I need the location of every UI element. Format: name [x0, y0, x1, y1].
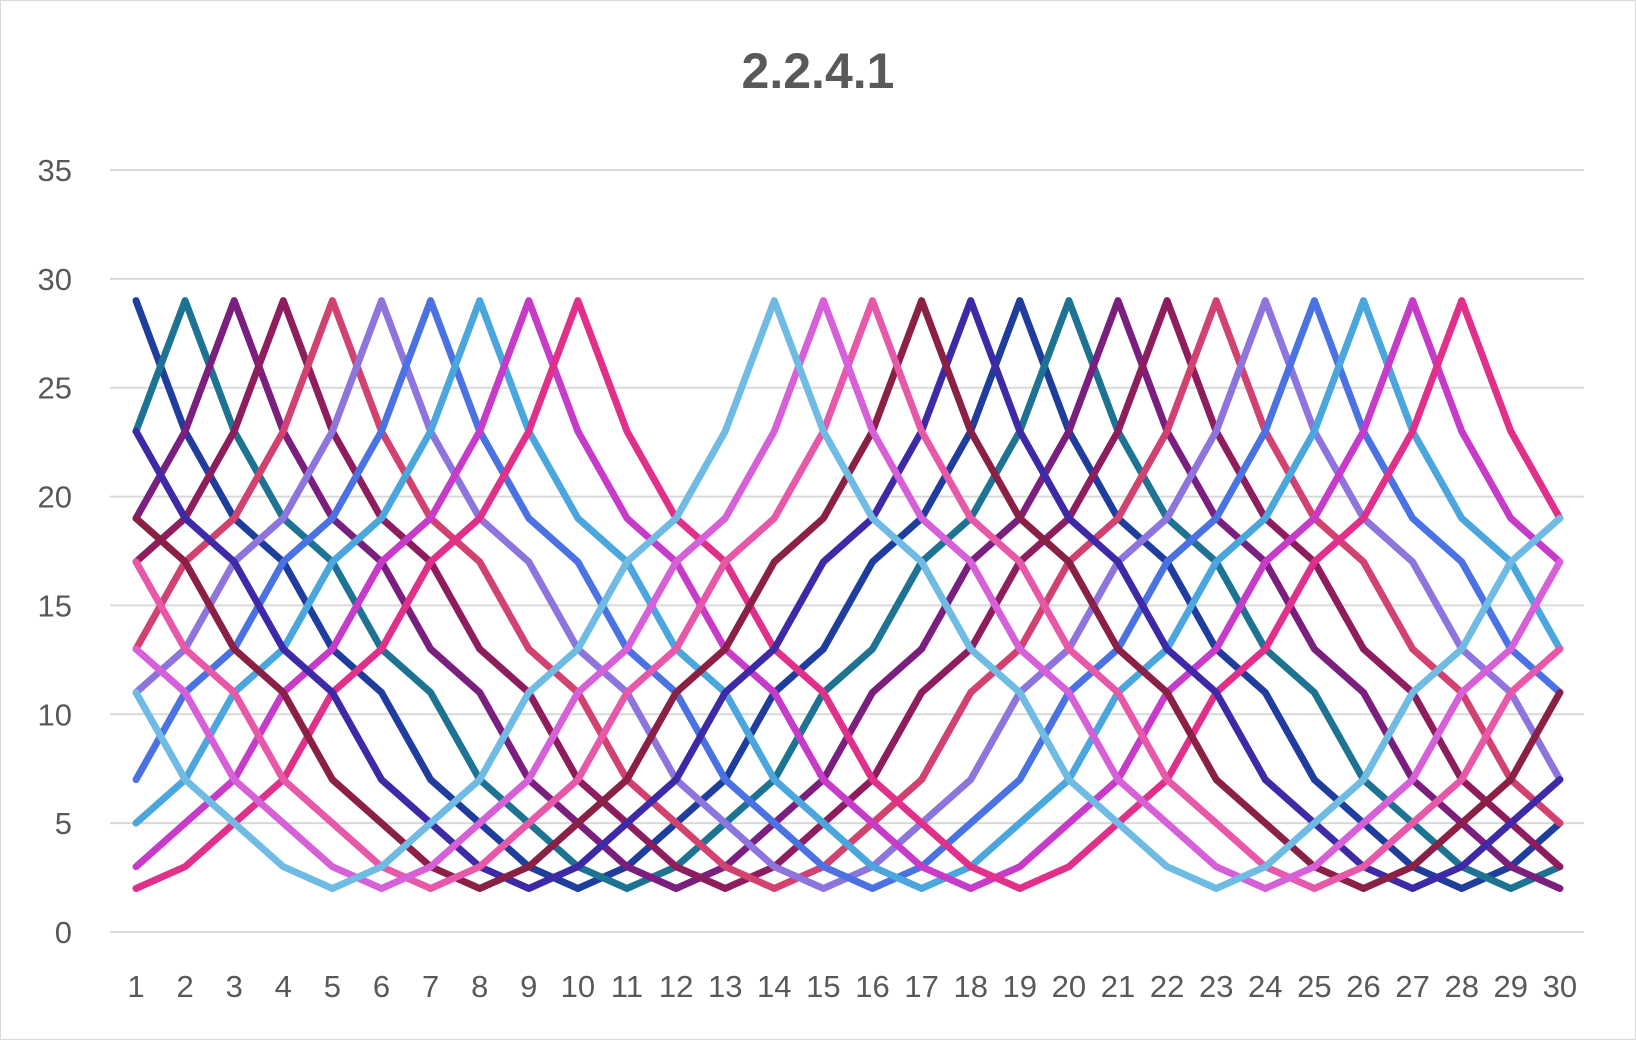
x-tick-label: 13: [708, 969, 742, 1004]
x-tick-label: 18: [953, 969, 987, 1004]
x-tick-label: 30: [1543, 969, 1577, 1004]
x-tick-label: 19: [1003, 969, 1037, 1004]
series-line-15: [132, 297, 1564, 892]
series-line-1: [132, 297, 1564, 892]
x-tick-label: 22: [1150, 969, 1184, 1004]
x-tick-label: 21: [1101, 969, 1135, 1004]
y-tick-label: 0: [55, 915, 72, 950]
y-tick-label: 10: [38, 697, 72, 732]
x-tick-label: 12: [659, 969, 693, 1004]
y-tick-label: 15: [38, 588, 72, 623]
x-tick-label: 3: [226, 969, 243, 1004]
chart-title: 2.2.4.1: [741, 43, 895, 99]
x-tick-label: 27: [1395, 969, 1429, 1004]
series-line-9: [132, 297, 1564, 892]
x-tick-label: 14: [757, 969, 791, 1004]
x-tick-label: 7: [422, 969, 439, 1004]
x-tick-label: 20: [1052, 969, 1086, 1004]
x-tick-label: 10: [561, 969, 595, 1004]
x-tick-label: 4: [275, 969, 292, 1004]
y-axis-ticks: 0 5 10 15 20 25 30 35: [38, 153, 72, 950]
series-line-8: [132, 297, 1564, 892]
x-tick-label: 29: [1494, 969, 1528, 1004]
y-tick-label: 5: [55, 806, 72, 841]
series-line-10: [132, 297, 1564, 892]
x-tick-label: 11: [611, 969, 643, 1004]
x-tick-label: 6: [373, 969, 390, 1004]
x-tick-label: 28: [1444, 969, 1478, 1004]
y-tick-label: 30: [38, 262, 72, 297]
x-tick-label: 5: [324, 969, 341, 1004]
x-axis-ticks: 1 2 3 4 5 6 7 8 9 10 11 12 13 14 15 16 17 18 19 20 21 22 23 24 2…: [127, 969, 1577, 1004]
series-line-2: [132, 297, 1564, 892]
series-line-7: [132, 297, 1564, 892]
y-tick-label: 20: [38, 480, 72, 515]
series-lines: [132, 297, 1564, 892]
x-tick-label: 15: [806, 969, 840, 1004]
x-tick-label: 9: [520, 969, 537, 1004]
x-tick-label: 17: [904, 969, 938, 1004]
x-tick-label: 8: [471, 969, 488, 1004]
y-tick-label: 35: [38, 153, 72, 188]
y-tick-label: 25: [38, 371, 72, 406]
x-tick-label: 23: [1199, 969, 1233, 1004]
x-tick-label: 1: [127, 969, 144, 1004]
x-tick-label: 24: [1248, 969, 1282, 1004]
x-tick-label: 26: [1346, 969, 1380, 1004]
series-line-14: [132, 297, 1564, 892]
x-tick-label: 2: [176, 969, 193, 1004]
x-tick-label: 25: [1297, 969, 1331, 1004]
series-line-11: [132, 297, 1564, 892]
x-tick-label: 16: [855, 969, 889, 1004]
